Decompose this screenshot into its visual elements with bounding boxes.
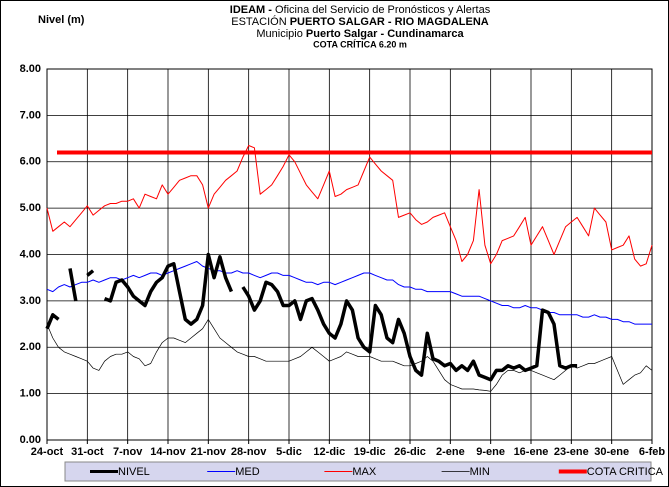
x-tick-label: 24-oct [31, 446, 64, 458]
legend-box [64, 461, 652, 482]
y-tick-label: 4.00 [20, 248, 41, 260]
title-line: Municipio Puerto Salgar - Cundinamarca [256, 28, 464, 40]
legend-label: MIN [470, 466, 490, 478]
y-tick-label: 2.00 [20, 341, 41, 353]
title-part: Puerto Salgar - Cundinamarca [306, 28, 465, 40]
series-line [45, 252, 578, 382]
x-tick-label: 14-nov [150, 446, 186, 458]
title-line: ESTACIÓN PUERTO SALGAR - RIO MAGDALENA [231, 15, 489, 28]
y-tick-label: 1.00 [20, 388, 41, 400]
y-tick-label: 6.00 [20, 156, 41, 168]
x-tick-label: 21-nov [191, 446, 227, 458]
x-tick-label: 23-ene [554, 446, 589, 458]
x-tick-label: 28-nov [231, 446, 267, 458]
title-part: Municipio [256, 28, 302, 40]
legend-label: NIVEL [118, 466, 150, 478]
legend-label: COTA CRITICA [587, 466, 664, 478]
title-part: ESTACIÓN [231, 15, 286, 28]
x-tick-label: 2-ene [436, 446, 465, 458]
y-tick-label: 7.00 [20, 109, 41, 121]
x-tick-label: 7-nov [113, 446, 143, 458]
series-line [46, 261, 652, 325]
y-axis-label: Nivel (m) [38, 14, 85, 26]
x-tick-label: 6-feb [639, 446, 666, 458]
legend-label: MAX [352, 466, 377, 478]
y-tick-label: 8.00 [20, 63, 41, 75]
x-tick-label: 26-dic [394, 446, 426, 458]
series-line [46, 145, 653, 267]
title-line: IDEAM - Oficina del Servicio de Pronósti… [230, 4, 491, 16]
x-tick-label: 31-oct [71, 446, 104, 458]
x-tick-label: 19-dic [354, 446, 386, 458]
plot-border [46, 68, 653, 441]
annotation: COTA CRÍTICA 6.20 m [313, 39, 407, 49]
title-part: PUERTO SALGAR - RIO MAGDALENA [290, 16, 489, 28]
x-tick-label: 16-ene [514, 446, 549, 458]
legend-label: MED [235, 466, 260, 478]
y-tick-label: 5.00 [20, 202, 41, 214]
x-tick-label: 5-dic [276, 446, 302, 458]
y-tick-label: 3.00 [20, 295, 41, 307]
y-tick-label: 0.00 [20, 434, 41, 446]
x-tick-label: 30-ene [594, 446, 629, 458]
x-tick-label: 9-ene [476, 446, 505, 458]
x-tick-label: 12-dic [313, 446, 345, 458]
title-part: Oficina del Servicio de Pronósticos y Al… [275, 4, 491, 16]
title-part: IDEAM - [230, 4, 273, 16]
series-line [46, 319, 653, 392]
